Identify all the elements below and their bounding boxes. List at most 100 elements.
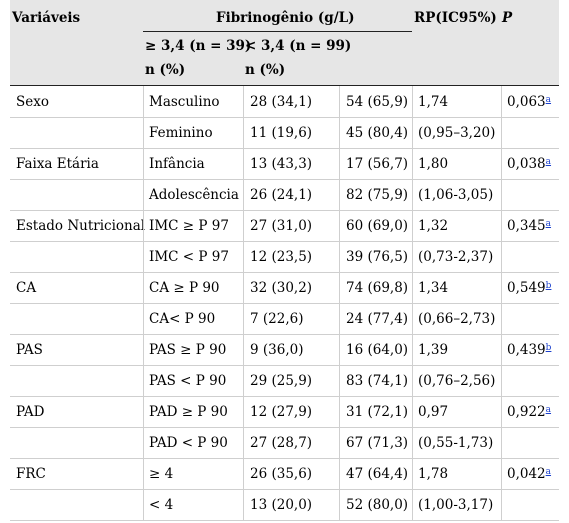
table-header: Variáveis Fibrinogênio (g/L) RP(IC95%) P… (10, 0, 559, 85)
p-value-cell-text: 0,345 (507, 218, 546, 234)
low-fib-cell: 60 (69,0) (346, 218, 408, 234)
high-fib-cell: 13 (43,3) (250, 156, 312, 172)
variable-cell-text: Faixa Etária (16, 156, 99, 172)
low-fib-cell-text: 83 (74,1) (346, 373, 409, 389)
p-value-cell: 0,439b (507, 342, 551, 358)
p-value-cell-text: 0,549 (507, 280, 546, 296)
rp-cell-text: (0,95–3,20) (418, 125, 496, 141)
footnote-link[interactable]: a (545, 219, 552, 229)
high-fib-cell: 9 (36,0) (250, 342, 303, 358)
low-fib-cell: 24 (77,4) (346, 311, 408, 327)
variable-cell: Sexo (16, 94, 49, 110)
header-variaveis: Variáveis (12, 10, 81, 26)
rp-cell-text: 1,74 (418, 94, 449, 110)
row-divider (10, 489, 559, 490)
rp-cell-text: (0,55-1,73) (418, 435, 494, 451)
category-cell: Infância (149, 156, 205, 172)
header-unit-low: n (%) (245, 62, 286, 78)
low-fib-cell-text: 74 (69,8) (346, 280, 409, 296)
rp-cell-text: (0,73-2,37) (418, 249, 494, 265)
low-fib-cell: 54 (65,9) (346, 94, 408, 110)
high-fib-cell: 11 (19,6) (250, 125, 312, 141)
high-fib-cell: 7 (22,6) (250, 311, 303, 327)
category-cell-text: PAS ≥ P 90 (149, 342, 227, 358)
high-fib-cell: 26 (24,1) (250, 187, 312, 203)
row-divider (10, 117, 559, 118)
variable-cell: Estado Nutricional (16, 218, 145, 234)
header-p: P (502, 10, 513, 26)
low-fib-cell-text: 31 (72,1) (346, 404, 409, 420)
row-divider (10, 427, 559, 428)
rp-cell: 1,32 (418, 218, 448, 234)
rp-cell: (0,55-1,73) (418, 435, 493, 451)
footnote-link[interactable]: a (545, 95, 552, 105)
row-divider (10, 365, 559, 366)
header-fibrinogenio: Fibrinogênio (g/L) (216, 10, 355, 26)
variable-cell: FRC (16, 466, 46, 482)
low-fib-cell: 52 (80,0) (346, 497, 408, 513)
footnote-link[interactable]: a (545, 405, 552, 415)
rp-cell: (0,66–2,73) (418, 311, 495, 327)
header-unit-high: n (%) (145, 62, 186, 78)
column-divider (501, 86, 502, 520)
p-value-cell-text: 0,063 (507, 94, 546, 110)
rp-cell: 1,34 (418, 280, 448, 296)
low-fib-cell-text: 39 (76,5) (346, 249, 409, 265)
low-fib-cell-text: 16 (64,0) (346, 342, 409, 358)
rp-cell: (1,06-3,05) (418, 187, 493, 203)
category-cell: IMC ≥ P 97 (149, 218, 229, 234)
low-fib-cell-text: 47 (64,4) (346, 466, 409, 482)
high-fib-cell: 12 (27,9) (250, 404, 312, 420)
rp-cell-text: 1,78 (418, 466, 449, 482)
high-fib-cell-text: 27 (31,0) (250, 218, 313, 234)
row-divider (10, 396, 559, 397)
low-fib-cell: 67 (71,3) (346, 435, 408, 451)
footnote-link[interactable]: a (545, 157, 552, 167)
p-value-cell: 0,549b (507, 280, 551, 296)
variable-cell-text: FRC (16, 466, 46, 482)
footnote-link[interactable]: b (545, 281, 552, 291)
p-value-cell: 0,922a (507, 404, 551, 420)
low-fib-cell-text: 17 (56,7) (346, 156, 409, 172)
category-cell-text: IMC ≥ P 97 (149, 218, 229, 234)
low-fib-cell: 17 (56,7) (346, 156, 408, 172)
category-cell: CA ≥ P 90 (149, 280, 220, 296)
variable-cell-text: PAD (16, 404, 45, 420)
variable-cell: PAS (16, 342, 43, 358)
low-fib-cell: 45 (80,4) (346, 125, 408, 141)
footnote-link[interactable]: a (545, 467, 552, 477)
column-divider (143, 86, 144, 520)
rp-cell: (0,76–2,56) (418, 373, 495, 389)
category-cell-text: Masculino (149, 94, 220, 110)
rp-cell-text: 1,32 (418, 218, 449, 234)
category-cell-text: Adolescência (149, 187, 239, 203)
category-cell-text: IMC < P 97 (149, 249, 229, 265)
high-fib-cell-text: 13 (43,3) (250, 156, 313, 172)
high-fib-cell-text: 28 (34,1) (250, 94, 313, 110)
footnote-link[interactable]: b (545, 343, 552, 353)
p-value-cell-text: 0,038 (507, 156, 546, 172)
high-fib-cell-text: 29 (25,9) (250, 373, 313, 389)
p-value-cell: 0,063a (507, 94, 551, 110)
p-value-cell-text: 0,042 (507, 466, 546, 482)
row-divider (10, 210, 559, 211)
rp-cell-text: (1,00-3,17) (418, 497, 494, 513)
category-cell: PAS ≥ P 90 (149, 342, 226, 358)
variable-cell-text: Sexo (16, 94, 49, 110)
low-fib-cell: 39 (76,5) (346, 249, 408, 265)
header-bottom-rule (10, 85, 559, 86)
low-fib-cell-text: 52 (80,0) (346, 497, 409, 513)
rp-cell: (1,00-3,17) (418, 497, 493, 513)
low-fib-cell-text: 67 (71,3) (346, 435, 409, 451)
variable-cell: Faixa Etária (16, 156, 99, 172)
category-cell-text: < 4 (149, 497, 174, 513)
rp-cell-text: 1,80 (418, 156, 449, 172)
high-fib-cell-text: 26 (35,6) (250, 466, 313, 482)
rp-cell: 1,78 (418, 466, 448, 482)
category-cell-text: CA< P 90 (149, 311, 216, 327)
low-fib-cell-text: 45 (80,4) (346, 125, 409, 141)
category-cell: CA< P 90 (149, 311, 215, 327)
high-fib-cell: 12 (23,5) (250, 249, 312, 265)
high-fib-cell-text: 27 (28,7) (250, 435, 313, 451)
